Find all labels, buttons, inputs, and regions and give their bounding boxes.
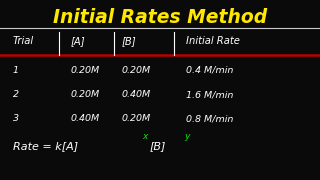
Text: 0.40M: 0.40M: [70, 114, 100, 123]
Text: x: x: [142, 132, 148, 141]
Text: [B]: [B]: [122, 36, 136, 46]
Text: 0.8 M/min: 0.8 M/min: [186, 114, 233, 123]
Text: 2: 2: [13, 90, 19, 99]
Text: Trial: Trial: [13, 36, 34, 46]
Text: Initial Rate: Initial Rate: [186, 36, 239, 46]
Text: 0.20M: 0.20M: [122, 66, 151, 75]
Text: Rate = k[A]: Rate = k[A]: [13, 141, 78, 151]
Text: [A]: [A]: [70, 36, 85, 46]
Text: 3: 3: [13, 114, 19, 123]
Text: 0.40M: 0.40M: [122, 90, 151, 99]
Text: 1: 1: [13, 66, 19, 75]
Text: 0.20M: 0.20M: [70, 66, 100, 75]
Text: 0.20M: 0.20M: [70, 90, 100, 99]
Text: [B]: [B]: [150, 141, 166, 151]
Text: 0.4 M/min: 0.4 M/min: [186, 66, 233, 75]
Text: 1.6 M/min: 1.6 M/min: [186, 90, 233, 99]
Text: 0.20M: 0.20M: [122, 114, 151, 123]
Text: Initial Rates Method: Initial Rates Method: [53, 8, 267, 27]
Text: y: y: [184, 132, 189, 141]
